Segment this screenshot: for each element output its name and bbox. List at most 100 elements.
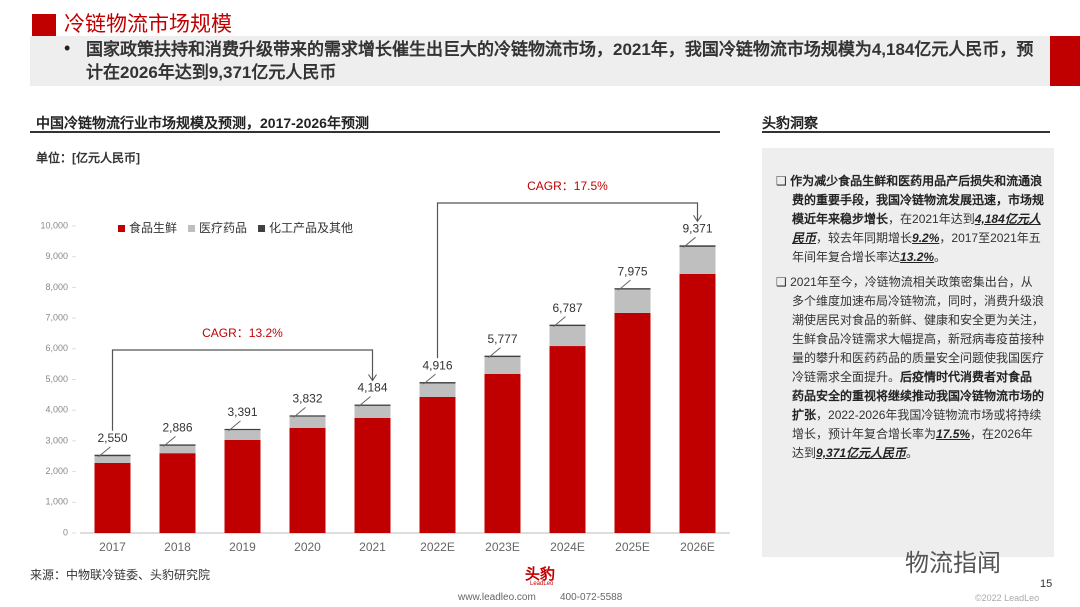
x-tick-label: 2023E bbox=[485, 540, 520, 554]
y-tick-label: 9,000 bbox=[45, 251, 68, 261]
total-label: 7,975 bbox=[617, 264, 647, 278]
bar-segment bbox=[679, 245, 716, 247]
x-tick-label: 2017 bbox=[99, 540, 126, 554]
y-tick-label: 10,000 bbox=[40, 220, 68, 230]
insight-run: 。 bbox=[906, 446, 919, 460]
x-tick-label: 2019 bbox=[229, 540, 256, 554]
insight-title: 头豹洞察 bbox=[762, 115, 818, 131]
bar-segment bbox=[354, 417, 391, 533]
bar-segment bbox=[224, 428, 261, 431]
insight-run: 作为减少食品生鲜和医药用品产后损失和流通浪费的重要手段，我国冷链物流发展迅速，市… bbox=[790, 174, 1045, 226]
total-label: 3,832 bbox=[292, 392, 322, 406]
watermark: 物流指闻 bbox=[905, 550, 1001, 577]
total-label: 6,787 bbox=[552, 301, 582, 315]
label-pointer bbox=[488, 347, 501, 359]
x-tick-label: 2018 bbox=[164, 540, 191, 554]
label-pointer bbox=[423, 373, 436, 385]
x-tick-label: 2024E bbox=[550, 540, 585, 554]
cagr-bracket bbox=[436, 202, 699, 359]
total-label: 4,184 bbox=[357, 381, 387, 395]
legend-swatch bbox=[188, 225, 196, 232]
x-tick-label: 2022E bbox=[420, 540, 455, 554]
insight-run: ，在2021年达到 bbox=[888, 212, 975, 226]
website: www.leadleo.com bbox=[458, 592, 536, 603]
bar-segment bbox=[614, 312, 651, 533]
x-tick-label: 2020 bbox=[294, 540, 321, 554]
bar-segment bbox=[679, 246, 716, 274]
slide-title: 冷链物流市场规模 bbox=[64, 13, 232, 36]
cagr-label: CAGR：13.2% bbox=[202, 326, 283, 340]
rule bbox=[762, 131, 1050, 133]
logo: 头豹 bbox=[525, 566, 556, 583]
bar-segment bbox=[224, 439, 261, 533]
bar-segment bbox=[224, 430, 261, 440]
bullet-text: 国家政策扶持和消费升级带来的需求增长催生出巨大的冷链物流市场，2021年，我国冷… bbox=[86, 40, 1034, 82]
total-label: 4,916 bbox=[422, 358, 452, 372]
insight-run: 。 bbox=[934, 250, 947, 264]
total-label: 2,886 bbox=[162, 421, 192, 435]
total-label: 2,550 bbox=[97, 431, 127, 445]
chart-title: 中国冷链物流行业市场规模及预测，2017-2026年预测 bbox=[36, 115, 369, 131]
source: 来源：中物联冷链委、头豹研究院 bbox=[30, 568, 211, 582]
y-tick-label: 6,000 bbox=[45, 343, 68, 353]
y-tick-label: 8,000 bbox=[45, 282, 68, 292]
phone: 400-072-5588 bbox=[560, 592, 623, 603]
y-tick-label: 3,000 bbox=[45, 435, 68, 445]
bar-segment bbox=[289, 416, 326, 429]
bar-segment bbox=[419, 383, 456, 397]
total-label: 5,777 bbox=[487, 332, 517, 346]
label-pointer bbox=[618, 279, 631, 291]
bar-segment bbox=[289, 415, 326, 417]
label-pointer bbox=[683, 236, 696, 248]
bar-segment bbox=[354, 405, 391, 418]
legend-swatch bbox=[118, 225, 125, 232]
insight-run: 9,371亿元人民币 bbox=[816, 446, 907, 460]
chart: 0 1,000 2,000 3,000 4,000 5,000 6,000 7,000 8,00… bbox=[40, 179, 730, 554]
insight-item: ❑ 作为减少食品生鲜和医药用品产后损失和流通浪费的重要手段，我国冷链物流发展迅速… bbox=[776, 174, 1045, 264]
y-tick-label: 4,000 bbox=[45, 405, 68, 415]
legend-label: 食品生鲜 bbox=[129, 220, 177, 235]
y-tick-label: 1,000 bbox=[45, 497, 68, 507]
bar-segment bbox=[484, 373, 521, 533]
insight-run: 9.2% bbox=[912, 231, 940, 245]
y-tick-label: 0 bbox=[63, 527, 68, 537]
bar-segment bbox=[614, 288, 651, 290]
bar-segment bbox=[484, 355, 521, 358]
insight-run: 17.5% bbox=[936, 427, 971, 441]
legend-swatch bbox=[258, 225, 266, 232]
x-tick-label: 2025E bbox=[615, 540, 650, 554]
bar-segment bbox=[289, 428, 326, 533]
insight-run: 13.2% bbox=[900, 250, 935, 264]
bar-segment bbox=[549, 324, 586, 327]
insight-run: ，在2026年达到 bbox=[792, 427, 1033, 460]
bar-segment bbox=[159, 445, 196, 454]
y-tick-label: 5,000 bbox=[45, 374, 68, 384]
title-marker bbox=[32, 14, 56, 38]
insight-item: ❑ 2021年至今，冷链物流相关政策密集出台，从多个维度加速布局冷链物流，同时，… bbox=[776, 275, 1045, 460]
x-tick-label: 2021 bbox=[359, 540, 386, 554]
label-pointer bbox=[228, 420, 241, 432]
bar-segment bbox=[94, 454, 131, 457]
bullet-band bbox=[30, 36, 1050, 86]
logo-sub: LeadLeo bbox=[530, 581, 554, 587]
bar-segment bbox=[549, 346, 586, 533]
label-pointer bbox=[553, 316, 566, 328]
bar-segment bbox=[484, 357, 521, 374]
bar-segment bbox=[419, 396, 456, 533]
insight-run: 2021年至今，冷链物流相关政策密集出台，从多个维度加速布局冷链物流，同时，消费… bbox=[790, 275, 1045, 384]
cagr-arrow bbox=[693, 215, 702, 223]
unit: 单位：[亿元人民币] bbox=[36, 151, 140, 165]
total-label: 9,371 bbox=[682, 221, 712, 235]
bar-segment bbox=[354, 404, 391, 406]
rule bbox=[30, 131, 720, 133]
bar-segment bbox=[159, 444, 196, 446]
label-pointer bbox=[163, 436, 176, 447]
x-tick-label: 2026E bbox=[680, 540, 715, 554]
bar-segment bbox=[94, 456, 131, 464]
legend-label: 医疗药品 bbox=[199, 221, 247, 235]
y-tick-label: 7,000 bbox=[45, 312, 68, 322]
band-accent bbox=[1050, 36, 1080, 86]
bar-segment bbox=[549, 326, 586, 347]
cagr-bracket bbox=[111, 349, 374, 431]
